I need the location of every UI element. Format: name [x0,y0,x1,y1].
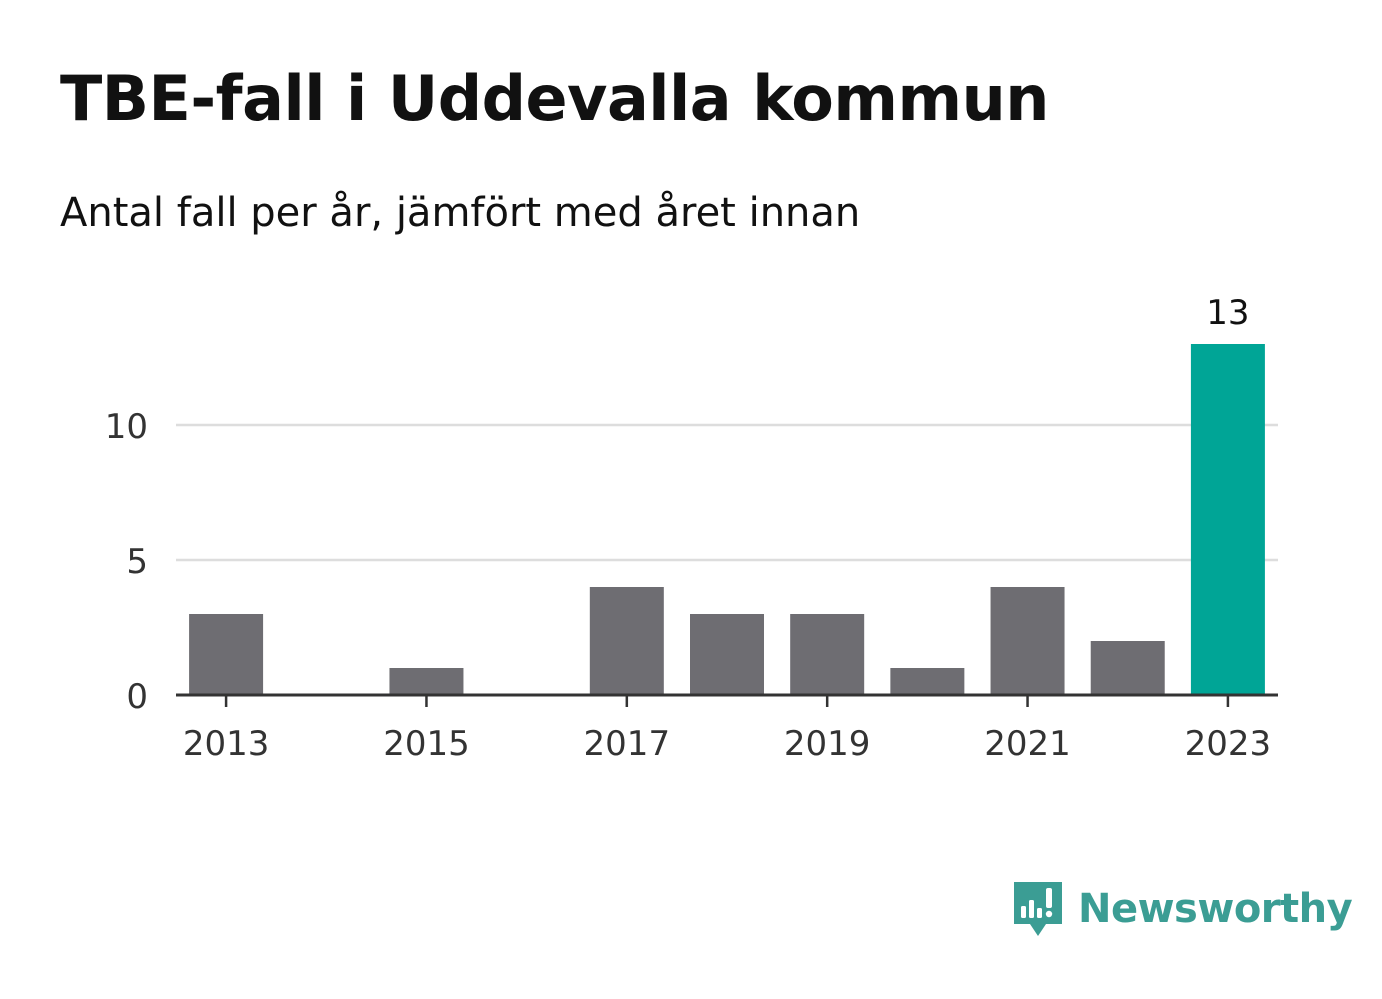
x-tick-label-2013: 2013 [183,724,270,764]
bar-2023 [1190,344,1265,695]
bar-2022 [1090,641,1165,695]
bar-2018 [690,614,764,695]
bar-2019 [790,614,865,695]
bar-2020 [890,668,965,695]
bar-2021 [990,587,1065,695]
bar-2015 [389,668,464,695]
x-tick-label-2021: 2021 [984,724,1071,764]
data-label-2023: 13 [1206,293,1249,333]
chart-subtitle: Antal fall per år, jämfört med året inna… [60,190,861,236]
y-tick-label-0: 0 [126,677,148,717]
brand-name: Newsworthy [1078,886,1353,932]
x-tick-label-2017: 2017 [584,724,671,764]
data-labels: 13 [1206,293,1249,333]
y-axis-labels: 0 5 10 [105,407,148,717]
bar-2017 [589,587,664,695]
bar-chart: 0 5 10 2013 2015 2017 2019 2021 2023 13 [105,293,1278,764]
x-axis [176,693,1278,707]
bar-2013 [189,614,264,695]
x-tick-label-2015: 2015 [383,724,470,764]
x-tick-label-2019: 2019 [784,724,871,764]
y-tick-label-10: 10 [105,407,148,447]
y-tick-label-5: 5 [126,542,148,582]
gridlines [176,423,1278,562]
x-tick-label-2023: 2023 [1185,724,1272,764]
bars [189,344,1265,695]
brand-logo: Newsworthy [1010,878,1353,940]
x-axis-labels: 2013 2015 2017 2019 2021 2023 [183,724,1271,764]
bar-chart-speech-bubble-icon [1014,882,1062,936]
chart-title: TBE-fall i Uddevalla kommun [60,62,1049,135]
